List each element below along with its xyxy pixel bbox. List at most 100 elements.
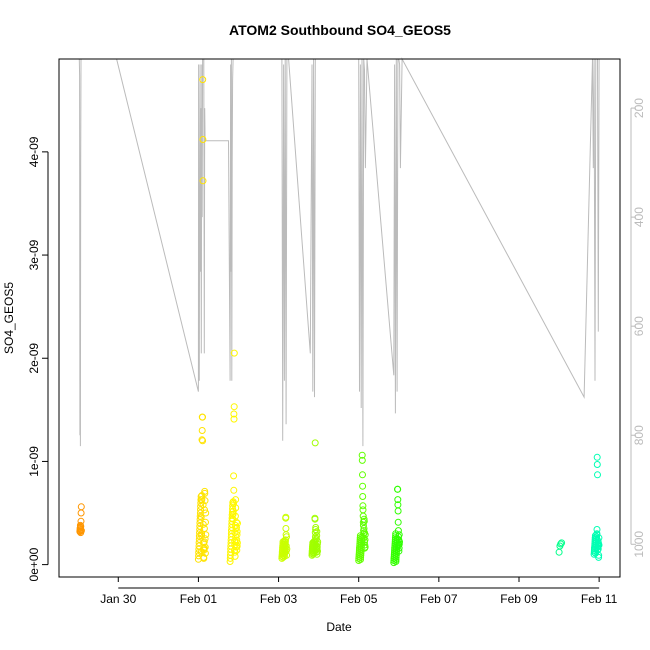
points-layer (76, 76, 603, 567)
data-point (314, 538, 322, 546)
data-point (233, 539, 241, 547)
plot-frame (58, 58, 621, 578)
data-point (230, 472, 238, 480)
data-point (595, 534, 603, 542)
right-tick-label: 1000 (632, 531, 646, 558)
data-point (230, 486, 238, 494)
data-point (198, 427, 206, 434)
data-point (595, 541, 603, 549)
data-point (199, 177, 207, 185)
data-point (283, 545, 291, 553)
data-point (395, 547, 403, 555)
y-tick-label: 3e-09 (27, 239, 41, 270)
data-point (232, 543, 240, 551)
data-point (358, 451, 366, 459)
right-axis: 200 400 600 800 1000 (630, 98, 646, 558)
x-tick-label: Feb 01 (180, 592, 218, 606)
x-tick-label: Feb 05 (340, 592, 378, 606)
data-point (77, 527, 85, 535)
data-point (233, 531, 241, 539)
y-tick-label: 1e-09 (27, 446, 41, 477)
data-point (198, 530, 206, 538)
data-point (199, 76, 207, 84)
overlay-line (59, 57, 601, 447)
data-point (359, 506, 367, 514)
data-point (234, 519, 241, 527)
right-tick-label: 400 (632, 207, 646, 227)
data-point (232, 496, 240, 504)
data-point (595, 551, 603, 559)
x-tick-label: Feb 11 (581, 592, 618, 606)
data-point (202, 531, 210, 539)
data-point (361, 543, 369, 551)
data-point (233, 524, 240, 531)
overlay-layer (59, 57, 601, 447)
data-point (230, 349, 238, 357)
data-point (394, 485, 402, 493)
data-point (231, 552, 239, 560)
data-point (232, 504, 240, 512)
data-point (359, 482, 367, 490)
data-point (201, 497, 209, 505)
y-tick-label: 4e-09 (27, 136, 41, 167)
x-axis-label: Date (326, 620, 352, 634)
data-point (196, 512, 204, 520)
data-point (594, 542, 602, 550)
data-point (312, 524, 320, 531)
data-point (593, 526, 601, 533)
x-tick-label: Feb 07 (420, 592, 458, 606)
data-point (313, 543, 321, 551)
data-point (199, 520, 207, 528)
data-point (593, 530, 601, 538)
data-point (233, 528, 241, 536)
data-point (201, 549, 209, 557)
data-point (201, 506, 208, 514)
data-point (201, 489, 209, 497)
data-point (199, 437, 207, 445)
data-point (202, 518, 209, 526)
data-point (359, 471, 366, 479)
data-point (558, 539, 566, 547)
data-point (394, 496, 402, 504)
data-point (233, 542, 241, 550)
data-point (199, 136, 207, 143)
x-axis: Jan 30 Feb 01 Feb 03 Feb 05 Feb 07 Feb 09 Feb … (100, 577, 618, 606)
data-point (313, 550, 321, 558)
data-point (283, 533, 290, 541)
data-point (395, 531, 403, 539)
data-point (359, 493, 367, 500)
x-tick-label: Jan 30 (100, 592, 136, 606)
data-point (201, 487, 209, 495)
data-point (202, 509, 210, 517)
data-point (594, 471, 601, 479)
data-point (196, 526, 204, 533)
data-point (311, 515, 319, 523)
data-point (230, 500, 237, 508)
chart-title: ATOM2 Southbound SO4_GEOS5 (229, 22, 451, 38)
data-point (595, 553, 603, 561)
data-point (593, 453, 601, 461)
data-point (229, 510, 237, 518)
data-point (77, 517, 85, 525)
data-point (394, 518, 402, 526)
data-point (396, 538, 403, 546)
data-point (593, 461, 601, 468)
x-tick-label: Feb 09 (500, 592, 538, 606)
data-point (394, 507, 402, 515)
data-point (282, 525, 290, 532)
data-point (77, 526, 85, 533)
right-tick-label: 200 (632, 98, 646, 118)
y-tick-label: 0e+00 (27, 547, 41, 581)
data-point (282, 542, 290, 550)
data-point (281, 538, 289, 546)
data-point (201, 535, 209, 543)
right-tick-label: 600 (632, 316, 646, 336)
data-point (230, 410, 238, 418)
data-point (197, 513, 205, 521)
data-point (361, 531, 369, 539)
data-point (314, 547, 321, 555)
data-point (555, 548, 563, 556)
data-point (557, 540, 565, 548)
y-axis-label: SO4_GEOS5 (2, 282, 16, 354)
